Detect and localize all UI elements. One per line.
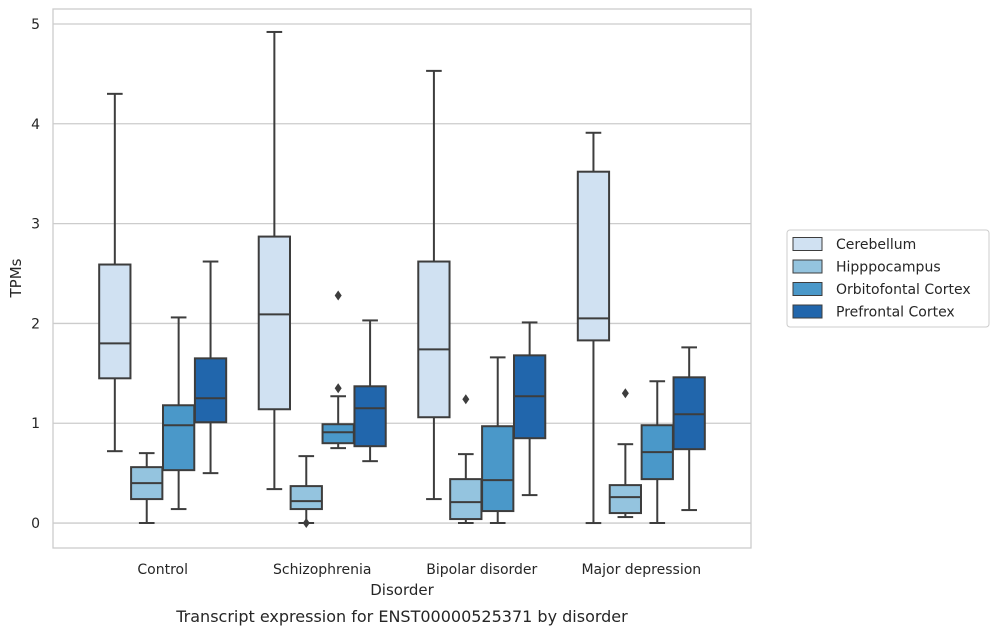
y-tick-label: 2: [31, 316, 40, 332]
x-axis-label: Disorder: [370, 581, 434, 599]
figure-caption: Transcript expression for ENST0000052537…: [175, 607, 628, 626]
legend-label: Prefrontal Cortex: [836, 305, 955, 321]
plot-area-frame: [52, 8, 752, 549]
iqr-box: [481, 425, 515, 513]
iqr-box: [417, 260, 451, 419]
outlier-point: [334, 383, 342, 394]
y-tick-label: 0: [31, 516, 40, 532]
iqr-box: [353, 385, 387, 448]
legend-item-orbitofontal-cortex: Orbitofontal Cortex: [792, 282, 971, 298]
box-prefrontal-cortex-control: [193, 260, 228, 475]
box-orbitofontal-cortex-control: [162, 316, 196, 511]
legend-item-cerebellum: Cerebellum: [792, 237, 916, 253]
iqr-box: [449, 478, 483, 521]
x-tick-label-major-depression: Major depression: [581, 562, 701, 578]
y-tick-label: 5: [31, 17, 40, 33]
box-prefrontal-cortex-bipolar-disorder: [512, 321, 547, 497]
legend-item-hipppocampus: Hipppocampus: [792, 259, 941, 276]
iqr-box: [289, 485, 323, 511]
legend: Cerebellum Hipppocampus Orbitofontal Corte…: [786, 229, 990, 328]
outlier-point: [302, 518, 310, 529]
iqr-box: [162, 404, 196, 472]
x-tick-label-schizophrenia: Schizophrenia: [273, 562, 371, 578]
outlier-point: [334, 290, 342, 301]
legend-swatch: [792, 259, 823, 274]
iqr-box: [98, 263, 132, 380]
legend-frame: [786, 229, 990, 328]
box-hipppocampus-control: [130, 452, 164, 525]
y-tick-label: 4: [31, 117, 40, 133]
y-tick-label: 3: [31, 217, 40, 233]
outlier-point: [621, 388, 629, 399]
box-prefrontal-cortex-major-depression: [672, 346, 706, 512]
x-tick-labels: Control Schizophrenia Bipolar disorder Majo…: [137, 562, 701, 578]
x-tick-label-bipolar-disorder: Bipolar disorder: [426, 562, 537, 578]
box-hipppocampus-bipolar-disorder: [449, 394, 483, 525]
legend-item-prefrontal-cortex: Prefrontal Cortex: [792, 304, 955, 321]
iqr-box: [321, 423, 355, 445]
box-cerebellum-bipolar-disorder: [417, 69, 451, 501]
boxes-layer: [98, 30, 706, 529]
iqr-box: [193, 357, 228, 424]
box-cerebellum-control: [98, 92, 132, 453]
outlier-point: [462, 394, 470, 405]
box-orbitofontal-cortex-bipolar-disorder: [481, 356, 515, 525]
box-cerebellum-schizophrenia: [257, 30, 292, 491]
legend-swatch: [792, 304, 823, 319]
iqr-box: [608, 484, 642, 515]
legend-swatch: [792, 237, 823, 251]
iqr-box: [257, 235, 292, 411]
legend-label: Orbitofontal Cortex: [836, 282, 971, 298]
legend-label: Cerebellum: [836, 237, 916, 253]
box-hipppocampus-schizophrenia: [289, 455, 323, 529]
y-tick-labels: 0 1 2 3 4 5: [31, 17, 40, 532]
iqr-box: [576, 170, 611, 342]
box-hipppocampus-major-depression: [608, 388, 642, 519]
box-prefrontal-cortex-schizophrenia: [353, 319, 387, 463]
legend-label: Hipppocampus: [836, 260, 941, 276]
y-tick-label: 1: [31, 416, 40, 432]
box-orbitofontal-cortex-major-depression: [640, 380, 674, 525]
legend-swatch: [792, 282, 823, 296]
x-tick-label-control: Control: [137, 562, 188, 578]
box-cerebellum-major-depression: [576, 131, 611, 525]
y-axis-label: TPMs: [7, 258, 25, 298]
